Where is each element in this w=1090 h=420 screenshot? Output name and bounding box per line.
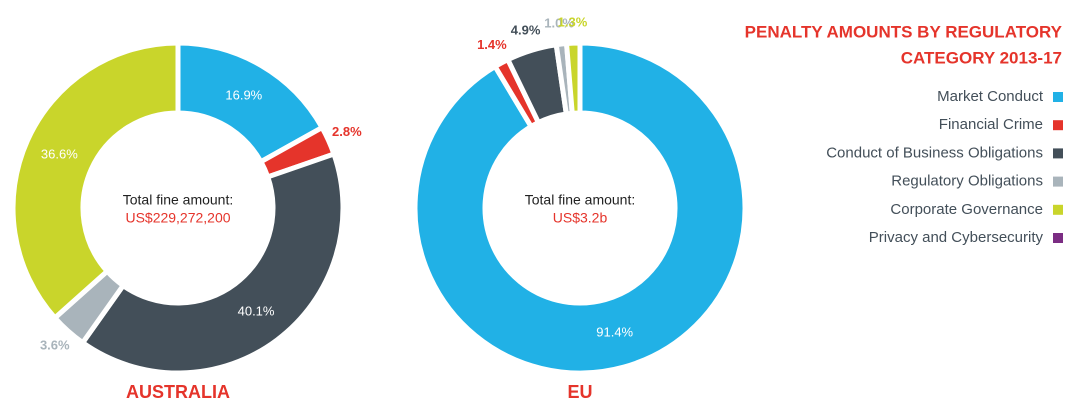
total-amount: US$3.2b <box>553 210 608 226</box>
donut-slice <box>563 40 583 117</box>
chart-label: AUSTRALIA <box>126 382 230 402</box>
center-text: Total fine amount: <box>123 192 234 208</box>
data-label: 91.4% <box>596 325 633 340</box>
legend-swatch <box>1053 148 1063 159</box>
total-amount: US$229,272,200 <box>125 210 230 226</box>
data-label: 1.4% <box>477 37 507 52</box>
legend-label: Regulatory Obligations <box>891 173 1043 190</box>
chart-label: EU <box>567 382 592 402</box>
legend-label: Corporate Governance <box>890 201 1043 218</box>
legend-swatch <box>1053 120 1063 131</box>
data-label: 4.9% <box>511 23 541 38</box>
legend-label: Financial Crime <box>939 116 1043 133</box>
legend-swatch <box>1053 233 1063 243</box>
data-label: 36.6% <box>41 146 78 161</box>
legend-swatch <box>1053 92 1063 102</box>
data-label: 16.9% <box>225 87 262 102</box>
legend-label: Conduct of Business Obligations <box>826 144 1043 161</box>
center-text: Total fine amount: <box>525 192 636 208</box>
legend-label: Market Conduct <box>937 88 1044 105</box>
legend-swatch <box>1053 176 1063 187</box>
legend-swatch <box>1053 204 1063 215</box>
data-label: 1.3% <box>558 15 588 30</box>
legend-label: Privacy and Cybersecurity <box>869 229 1044 246</box>
data-label: 2.8% <box>332 124 362 139</box>
data-label: 40.1% <box>238 303 275 318</box>
data-label: 1.0% <box>544 16 574 31</box>
data-label: 3.6% <box>40 337 70 352</box>
title-line: PENALTY AMOUNTS BY REGULATORY <box>745 22 1063 41</box>
donut-slice <box>412 40 748 376</box>
title-line: CATEGORY 2013-17 <box>901 48 1062 67</box>
donut-slice <box>79 150 346 376</box>
donut-slice <box>10 40 181 322</box>
